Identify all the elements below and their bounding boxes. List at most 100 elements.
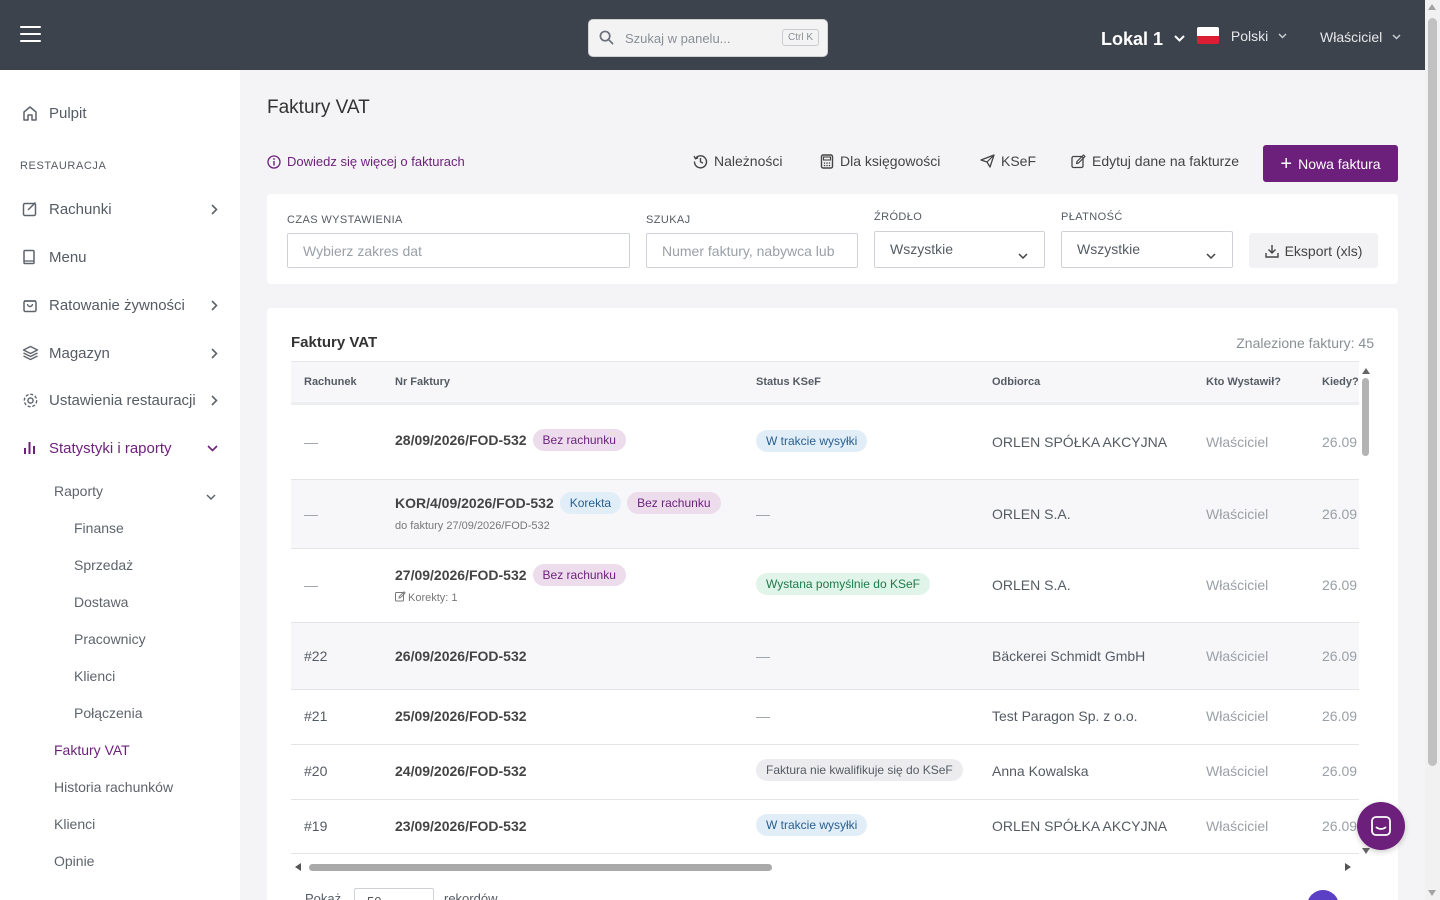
source-value: Wszystkie [890,241,953,257]
sidebar-item-statistics[interactable]: Statystyki i raporty [22,440,218,457]
status-badge: Faktura nie kwalifikuje się do KSeF [756,759,963,781]
payment-select[interactable]: Wszystkie [1061,231,1233,268]
sidebar-item-vat-invoices[interactable]: Faktury VAT [54,742,130,758]
receipt-cell: — [304,434,318,450]
scroll-up-arrow-icon[interactable] [1362,368,1370,374]
edit-invoice-data-button[interactable]: Edytuj dane na fakturze [1071,153,1239,169]
home-icon [22,105,39,122]
column-header[interactable]: Status KSeF [756,376,821,388]
column-header[interactable]: Rachunek [304,376,357,388]
sidebar-item-reports[interactable]: Raporty [54,483,218,501]
invoice-number: KOR/4/09/2026/FOD-532 [395,495,554,511]
table-row[interactable]: #22 26/09/2026/FOD-532 — Bäckerei Schmid… [291,623,1359,690]
invoice-number-cell[interactable]: KOR/4/09/2026/FOD-532 Korekta Bez rachunku [395,492,721,514]
scrollbar-thumb[interactable] [1428,18,1437,766]
sidebar-item-warehouse[interactable]: Magazyn [22,345,218,362]
sidebar-item-connections[interactable]: Połączenia [74,705,143,721]
receivables-button[interactable]: Należności [693,153,782,169]
calculator-icon [820,153,834,169]
table-row[interactable]: — 27/09/2026/FOD-532 Bez rachunku Korekty… [291,549,1359,623]
sidebar-item-dashboard[interactable]: Pulpit [22,105,218,122]
per-page-input[interactable]: 50 [354,888,434,900]
sidebar-item-employees[interactable]: Pracownicy [74,631,146,647]
global-search[interactable]: Szukaj w panelu... Ctrl K [588,19,828,57]
table-row[interactable]: #19 23/09/2026/FOD-532 W trakcie wysyłki… [291,800,1359,854]
chevron-right-icon [211,395,218,406]
scroll-left-arrow-icon[interactable] [295,863,301,871]
invoice-number-cell[interactable]: 24/09/2026/FOD-532 [395,763,527,779]
table-vertical-scrollbar[interactable] [1362,368,1370,854]
column-header[interactable]: Kto Wystawił? [1206,376,1281,388]
column-header[interactable]: Kiedy? [1322,376,1359,388]
invoice-search-input[interactable]: Numer faktury, nabywca lub [646,233,858,268]
column-header[interactable]: Odbiorca [992,376,1041,388]
bar-chart-icon [22,440,39,457]
receipt-cell[interactable]: #22 [304,648,328,664]
scroll-up-arrow-icon[interactable] [1428,4,1436,10]
invoice-number-cell[interactable]: 28/09/2026/FOD-532 Bez rachunku [395,429,626,451]
chevron-down-icon [1206,246,1216,262]
ksef-status-cell: — [756,708,770,724]
invoice-number: 24/09/2026/FOD-532 [395,763,527,779]
sidebar-item-restaurant-settings[interactable]: Ustawienia restauracji [22,392,218,409]
invoice-number-cell[interactable]: 26/09/2026/FOD-532 [395,648,527,664]
page-scrollbar[interactable] [1425,0,1440,900]
sidebar-item-receipts[interactable]: Rachunki [22,201,218,218]
accounting-button[interactable]: Dla księgowości [820,153,940,169]
location-label: Lokal 1 [1101,29,1164,49]
issuer-cell: Właściciel [1206,506,1269,522]
edit-icon [395,591,406,602]
sidebar-item-delivery[interactable]: Dostawa [74,594,129,610]
scroll-right-arrow-icon[interactable] [1345,863,1351,871]
scrollbar-thumb[interactable] [1362,378,1369,456]
ksef-button[interactable]: KSeF [980,153,1036,169]
related-invoice-note: do faktury 27/09/2026/FOD-532 [395,520,550,532]
language-selector[interactable]: Polski [1197,26,1287,44]
source-select[interactable]: Wszystkie [874,231,1045,268]
sidebar-item-label: Magazyn [49,345,110,362]
new-invoice-label: Nowa faktura [1298,155,1381,172]
chevron-down-icon [1018,246,1028,262]
chevron-down-icon [1174,26,1185,47]
location-selector[interactable]: Lokal 1 [1101,26,1185,50]
date-range-input[interactable]: Wybierz zakres dat [287,233,630,268]
sidebar-item-menu[interactable]: Menu [22,249,218,266]
export-xls-button[interactable]: Eksport (xls) [1249,233,1378,268]
sidebar-item-finance[interactable]: Finanse [74,520,124,536]
scroll-down-arrow-icon[interactable] [1428,890,1436,896]
sidebar-item-sales[interactable]: Sprzedaż [74,557,134,573]
corrections-note[interactable]: Korekty: 1 [395,591,458,604]
table-row[interactable]: #21 25/09/2026/FOD-532 — Test Paragon Sp… [291,690,1359,745]
pagination-button[interactable] [1307,890,1339,900]
invoice-number-cell[interactable]: 27/09/2026/FOD-532 Bez rachunku [395,564,626,586]
scrollbar-thumb[interactable] [309,864,772,871]
learn-more-link[interactable]: Dowiedz się więcej o fakturach [267,154,465,169]
date-cell: 26.09 [1322,763,1358,779]
user-menu[interactable]: Właściciel [1320,27,1401,45]
new-invoice-button[interactable]: + Nowa faktura [1263,145,1398,182]
sidebar-item-report-clients[interactable]: Klienci [74,668,116,684]
table-row[interactable]: #20 24/09/2026/FOD-532 Faktura nie kwali… [291,745,1359,800]
invoice-number-cell[interactable]: 23/09/2026/FOD-532 [395,818,527,834]
table-horizontal-scrollbar[interactable] [295,862,1351,872]
chat-widget-button[interactable] [1357,802,1405,850]
sidebar-item-clients[interactable]: Klienci [54,816,96,832]
recipient-cell: Anna Kowalska [992,763,1089,779]
scroll-down-arrow-icon[interactable] [1362,848,1370,854]
column-header[interactable]: Nr Faktury [395,376,451,388]
ksef-status-cell: — [756,506,770,522]
invoice-number-cell[interactable]: 25/09/2026/FOD-532 [395,708,527,724]
receipt-cell[interactable]: #19 [304,818,328,834]
receipt-cell[interactable]: #20 [304,763,328,779]
sidebar-item-reviews[interactable]: Opinie [54,853,95,869]
sidebar-item-receipt-history[interactable]: Historia rachunków [54,779,174,795]
payment-value: Wszystkie [1077,241,1140,257]
menu-toggle-icon[interactable] [20,26,41,44]
sidebar-item-food-rescue[interactable]: Ratowanie żywności [22,297,218,314]
receipt-cell[interactable]: #21 [304,708,328,724]
table-row[interactable]: — KOR/4/09/2026/FOD-532 Korekta Bez rachun… [291,480,1359,549]
invoice-number: 28/09/2026/FOD-532 [395,432,527,448]
top-bar: Szukaj w panelu... Ctrl K Lokal 1 Polski… [0,0,1425,70]
table-row[interactable]: — 28/09/2026/FOD-532 Bez rachunku W trakc… [291,405,1359,480]
download-icon [1264,244,1279,258]
